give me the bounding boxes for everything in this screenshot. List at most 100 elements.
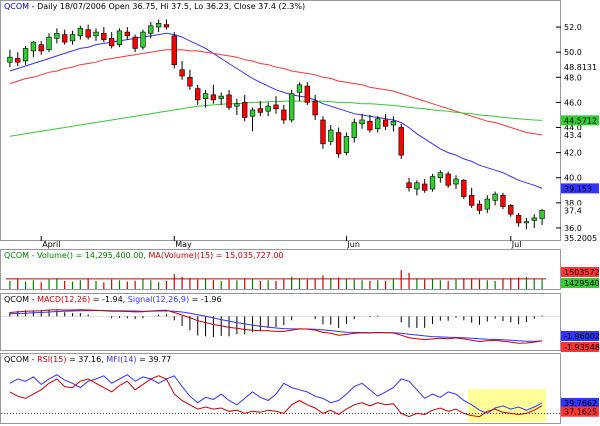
candlestick (116, 28, 123, 48)
candlestick (375, 116, 381, 133)
rsi-highlight-box (467, 389, 546, 422)
candlestick (249, 107, 256, 132)
candlestick (155, 19, 162, 33)
macd-title-part-0: QCOM - (4, 295, 37, 304)
price-value-label-text: 39.153 (564, 184, 592, 193)
moving-average-line (9, 32, 543, 189)
candle-body (101, 33, 107, 40)
candle-body (461, 179, 467, 197)
candle-body (414, 182, 420, 190)
price-value-label: 37.4 (561, 205, 599, 216)
mfi-value-label: 39.7662 (561, 397, 599, 408)
candle-body (375, 118, 381, 130)
candle-body (7, 56, 13, 63)
macd-title-part-2: = -1.94, (90, 295, 128, 304)
candlestick (445, 171, 451, 188)
candle-body (484, 198, 490, 210)
candle-body (148, 25, 154, 34)
candlestick (296, 82, 303, 102)
rsi-value-label: 37.1625 (561, 406, 599, 417)
candle-body (226, 94, 232, 108)
candlestick (62, 29, 68, 45)
volume-value-label-bg (561, 278, 599, 288)
candle-body (406, 182, 412, 189)
candlestick (281, 104, 287, 124)
candlestick (429, 173, 436, 192)
candle-body (155, 22, 162, 28)
candle-body (234, 103, 240, 107)
macd-title-part-4: = -1.96 (189, 295, 222, 304)
candlestick (242, 94, 248, 122)
month-label: Jul (511, 240, 522, 249)
candlestick (539, 209, 545, 226)
candle-body (249, 109, 256, 117)
macd-title-part-3: Signal(12,26,9) (128, 295, 189, 304)
candlestick (422, 178, 428, 193)
candlestick (453, 175, 459, 190)
price-value-label-bg (561, 205, 599, 216)
candle-body (453, 178, 459, 185)
candlestick (406, 177, 412, 192)
price-y-tick-label: 36.0 (564, 224, 582, 233)
price-y-tick-label: 50.0 (564, 48, 582, 57)
candle-body (132, 36, 138, 49)
price-value-label-bg (561, 232, 599, 243)
candle-body (15, 58, 21, 63)
candlestick (265, 102, 271, 117)
price-value-label-text: 37.4 (564, 206, 582, 215)
candlestick (469, 187, 475, 208)
rsi-title-part-1: RSI(15) (37, 355, 66, 364)
candlestick (312, 94, 318, 120)
candlestick (289, 89, 295, 123)
volume-value-label-bg (561, 267, 599, 277)
price-value-label: 43.4 (561, 130, 599, 141)
candlestick (414, 180, 420, 196)
volume-plot-frame (0, 249, 561, 290)
candle-body (257, 108, 263, 113)
price-y-tick-label: 52.0 (564, 23, 582, 32)
price-value-label: 48.8131 (561, 62, 599, 73)
volume-plot: 15035727 14295400 (6, 267, 600, 289)
price-value-label: 35.2005 (561, 232, 599, 243)
volume-panel: QCOM - Volume() = 14,295,400.00, MA(Volu… (0, 249, 600, 290)
candle-body (539, 210, 545, 219)
candlestick (343, 132, 350, 156)
candlestick (210, 84, 217, 104)
candlestick (390, 116, 397, 132)
candlestick (179, 60, 185, 80)
candlestick (171, 32, 177, 69)
volume-value-label: 15035727 (561, 267, 600, 277)
candle-body (531, 217, 537, 221)
candle-body (93, 31, 99, 37)
candlestick (398, 123, 404, 159)
candle-body (179, 69, 185, 77)
macd-value-label-bg (561, 331, 599, 341)
mfi-line (9, 374, 543, 414)
rsi-title-part-3: MFI(14) (106, 355, 136, 364)
candlestick (515, 212, 522, 227)
price-y-tick-label: 44.0 (564, 124, 582, 133)
candlestick (109, 32, 115, 49)
candle-body (218, 95, 224, 99)
candle-body (38, 44, 44, 52)
price-plot: 36.0 38.0 40.0 42.0 44.0 46.0 48.0 50.0 52.0 Apri… (7, 19, 599, 249)
candle-body (85, 29, 91, 38)
rsi-title-part-0: QCOM - (4, 355, 37, 364)
candlestick (187, 69, 193, 90)
volume-title-part-1: MA(Volume)(15) = 15,035,727.00 (148, 251, 283, 260)
candlestick (351, 118, 357, 143)
price-value-label-bg (561, 183, 599, 194)
macd-plot: -1.96002 -1.93548 (1, 309, 600, 352)
price-plot-frame (0, 0, 561, 241)
candle-body (508, 205, 514, 215)
volume-title-part-0: QCOM - Volume() = 14,295,400.00, (4, 251, 148, 260)
volume-value-label-text: 14295400 (564, 279, 600, 288)
candlestick (132, 34, 138, 53)
candle-body (77, 28, 83, 37)
candlestick (492, 191, 498, 206)
candlestick (101, 27, 107, 43)
candle-body (492, 193, 498, 201)
